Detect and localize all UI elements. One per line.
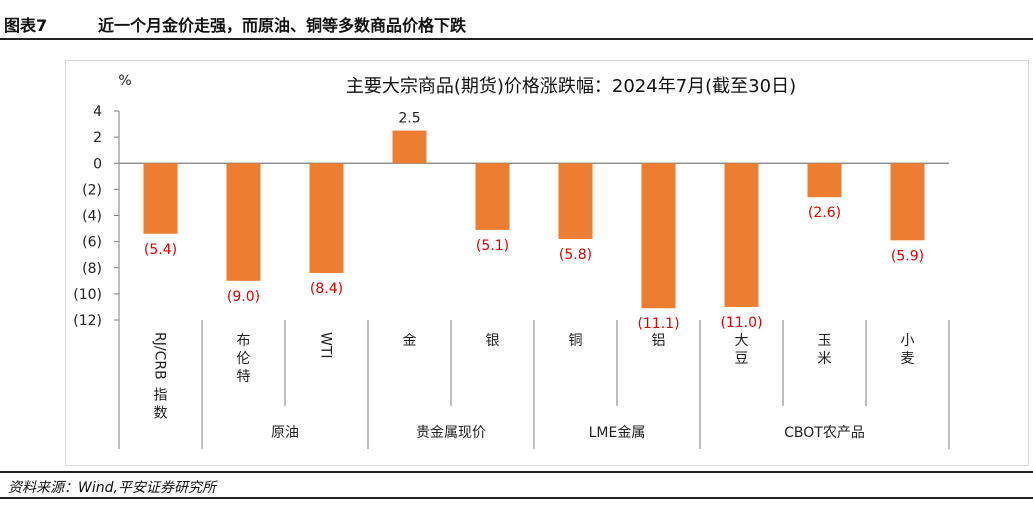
data-label: (5.8): [559, 247, 592, 263]
bar-铝: [641, 163, 676, 309]
group-label: LME金属: [589, 425, 646, 441]
category-label-cjk: 指数: [154, 388, 168, 422]
category-label: 大豆: [735, 333, 749, 367]
bar-金: [392, 130, 427, 164]
figure-footer: 资料来源：Wind,平安证券研究所: [0, 471, 1033, 499]
source-note: 资料来源：Wind,平安证券研究所: [8, 480, 216, 496]
category-label: WTI: [318, 332, 334, 359]
category-label: 布伦特: [237, 333, 251, 385]
category-label: 铜: [569, 333, 583, 349]
y-unit-label: %: [118, 73, 131, 89]
chart-panel: 主要大宗商品(期货)价格涨跌幅：2024年7月(截至30日)% 4 2 0 (2) (4)…: [65, 60, 1029, 466]
bar-银: [475, 163, 510, 230]
data-label: (5.4): [144, 242, 177, 258]
chart-title: 主要大宗商品(期货)价格涨跌幅：2024年7月(截至30日): [346, 76, 796, 97]
y-tick-label: (2): [82, 182, 102, 198]
category-label: 铝: [652, 333, 666, 349]
data-label: 2.5: [398, 111, 420, 127]
y-tick-label: (4): [82, 209, 102, 225]
bar-小麦: [890, 163, 925, 241]
category-label: RJ/CRB: [152, 332, 168, 380]
data-label: (5.9): [891, 248, 924, 264]
group-label: 原油: [271, 425, 299, 441]
bar-玉米: [807, 163, 842, 198]
group-label: CBOT农产品: [784, 425, 865, 441]
category-label: 金: [403, 333, 417, 349]
category-label: 银: [486, 333, 500, 349]
y-tick-label: 4: [93, 104, 102, 120]
data-label: (11.1): [637, 316, 679, 332]
data-label: (2.6): [808, 205, 841, 221]
bar-RJ/CRB指数: [143, 163, 178, 234]
figure-label: 图表7: [4, 16, 48, 35]
category-label: 小麦: [901, 333, 915, 367]
bar-WTI: [309, 163, 344, 273]
y-tick-label: (10): [73, 287, 102, 303]
bar-铜: [558, 163, 593, 240]
data-label: (5.1): [476, 238, 509, 254]
bar-布伦特: [226, 163, 261, 281]
data-label: (9.0): [227, 289, 260, 305]
y-tick-label: (8): [82, 261, 102, 277]
group-label: 贵金属现价: [416, 425, 486, 441]
data-label: (11.0): [720, 315, 762, 331]
y-tick-label: (6): [82, 235, 102, 251]
y-tick-label: 2: [93, 130, 102, 146]
figure-title: 近一个月金价走强，而原油、铜等多数商品价格下跌: [98, 16, 467, 35]
figure-header: 图表7 近一个月金价走强，而原油、铜等多数商品价格下跌: [0, 0, 1033, 40]
bar-大豆: [724, 163, 759, 307]
bar-chart: 主要大宗商品(期货)价格涨跌幅：2024年7月(截至30日)% 4 2 0 (2) (4)…: [73, 73, 950, 449]
y-tick-label: (12): [73, 313, 102, 329]
y-tick-label: 0: [93, 156, 102, 172]
data-label: (8.4): [310, 281, 343, 297]
category-label: 玉米: [818, 333, 832, 367]
